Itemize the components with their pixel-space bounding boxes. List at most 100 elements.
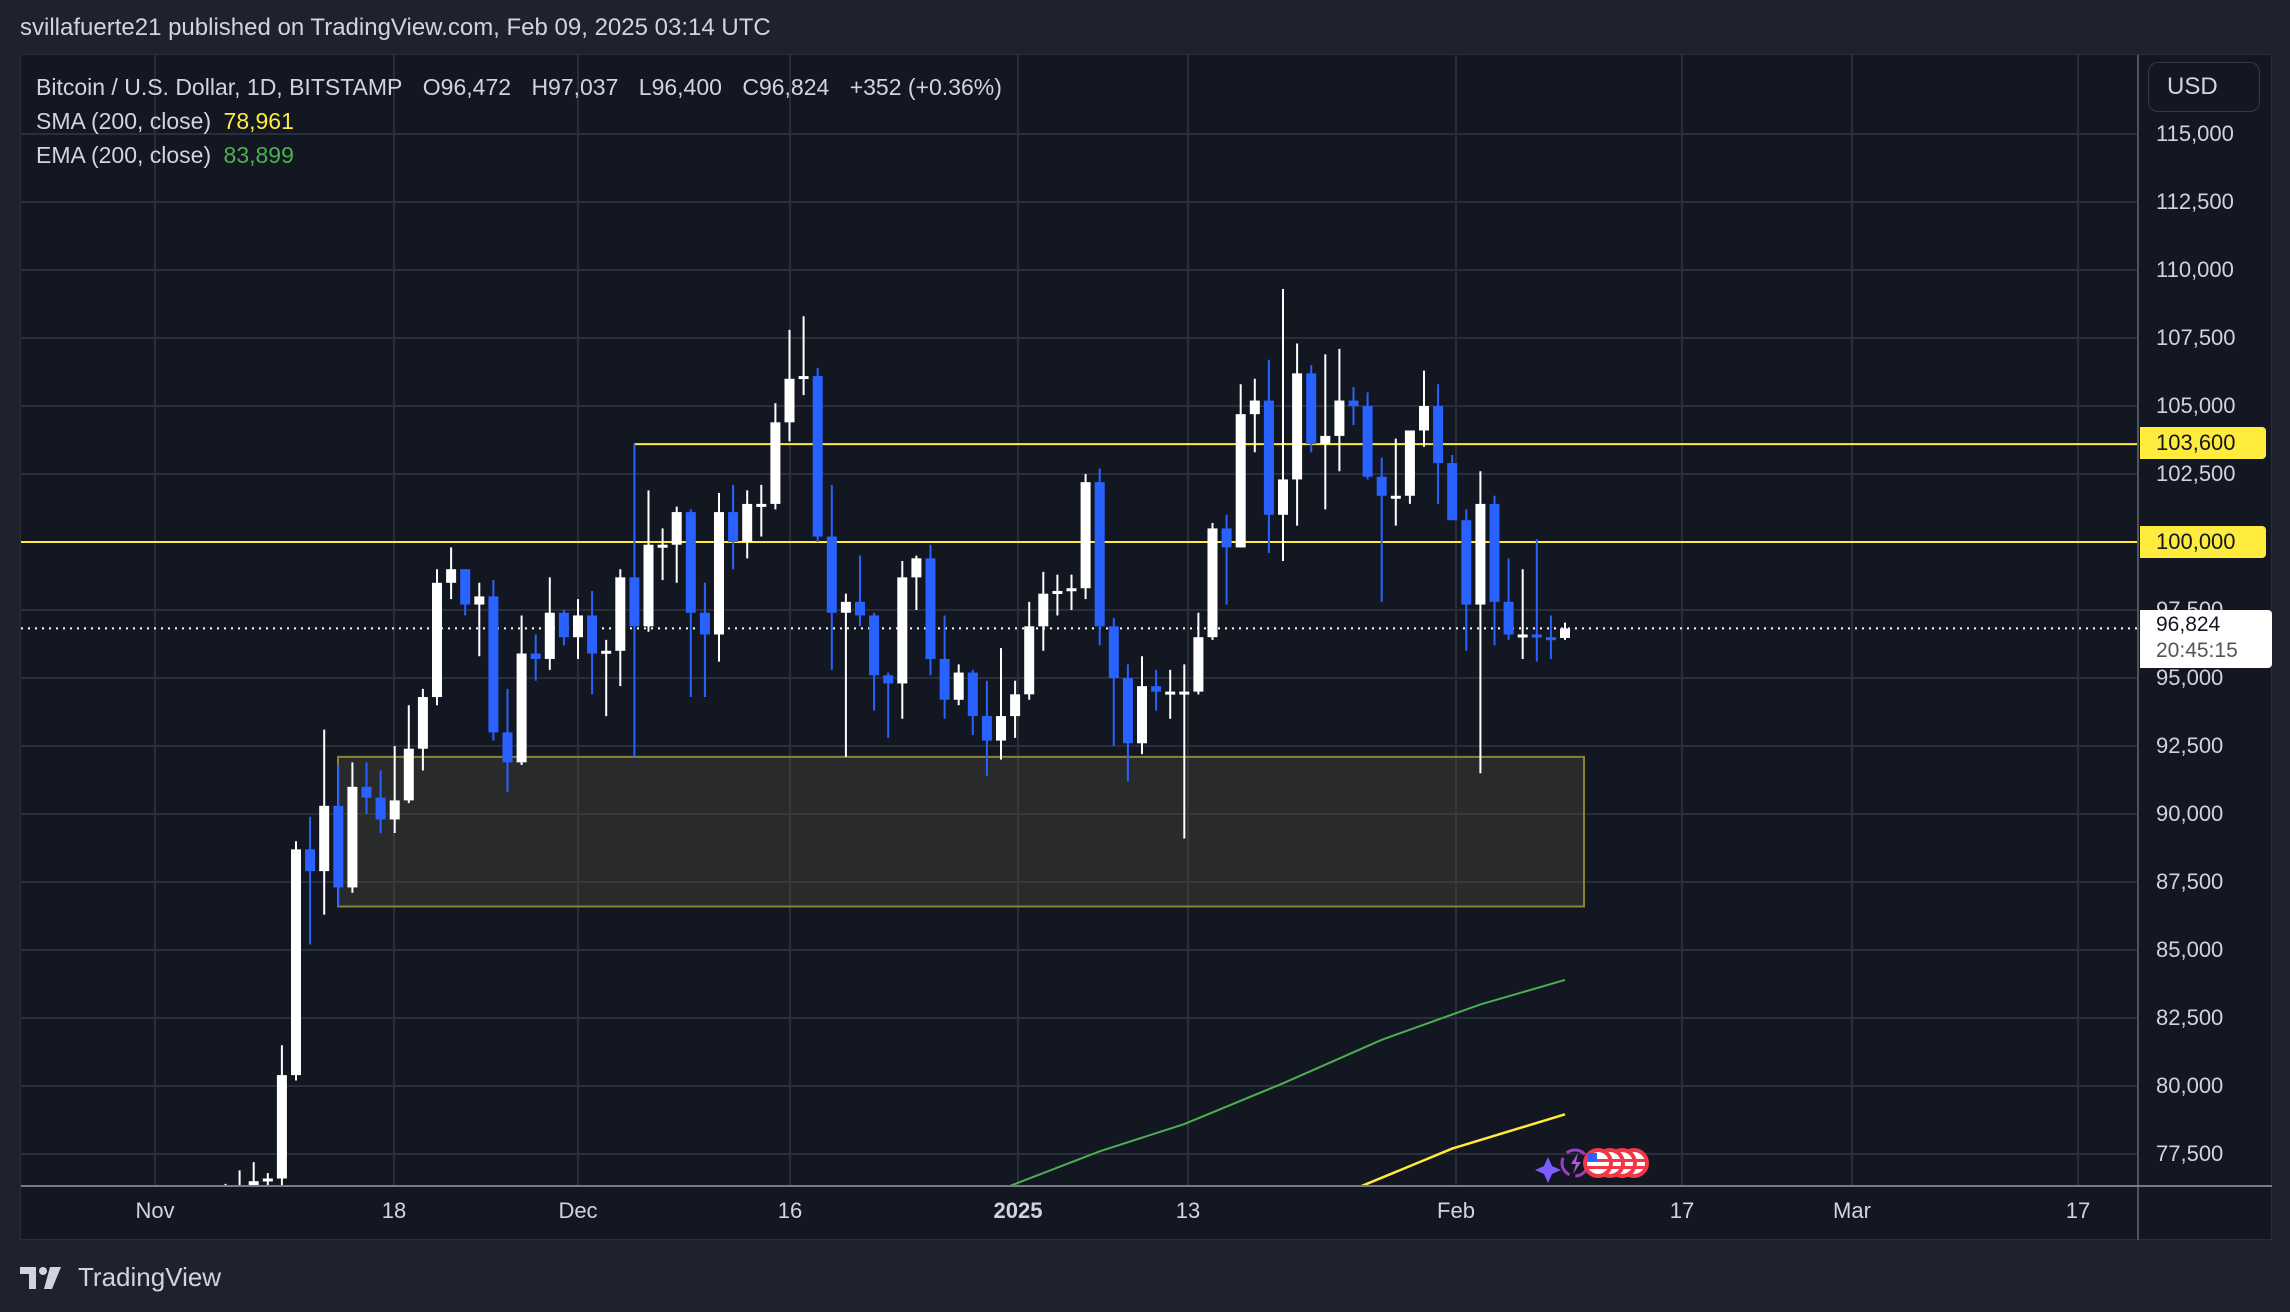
candle[interactable] [530,634,541,681]
candle[interactable] [855,555,865,627]
candle[interactable] [1348,386,1359,426]
candle[interactable] [1165,669,1176,719]
candle[interactable] [953,664,964,706]
economic-events[interactable] [1535,1148,1649,1183]
candle[interactable] [1334,348,1345,472]
candle[interactable] [558,610,569,646]
candle[interactable] [1475,471,1486,774]
candle[interactable] [1306,365,1317,453]
candle[interactable] [276,1045,287,1186]
candle[interactable] [403,705,414,804]
candle[interactable] [1193,612,1204,695]
candle[interactable] [1489,495,1500,646]
candle[interactable] [474,582,485,657]
candle[interactable] [1066,574,1077,610]
candle[interactable] [869,612,880,711]
candle[interactable] [1052,574,1063,616]
candle[interactable] [685,509,696,698]
currency-button[interactable]: USD [2148,62,2260,112]
candle[interactable] [375,770,386,834]
candle[interactable] [319,729,330,915]
candle[interactable] [897,561,908,719]
candle[interactable] [389,746,400,834]
candle[interactable] [798,316,809,396]
candle[interactable] [615,569,626,687]
candle[interactable] [587,590,598,695]
ema-row[interactable]: EMA (200, close) 83,899 [36,138,1016,172]
candle[interactable] [1235,384,1246,548]
candle[interactable] [1249,378,1260,453]
candle[interactable] [1094,468,1105,646]
candle[interactable] [1461,509,1472,651]
candle[interactable] [714,493,724,662]
candle[interactable] [1560,622,1570,640]
candle[interactable] [1390,438,1401,526]
candle[interactable] [1419,370,1429,447]
candle[interactable] [601,639,612,717]
candle[interactable] [347,762,358,893]
candle[interactable] [967,669,978,736]
candle[interactable] [248,1162,259,1206]
candle[interactable] [643,490,654,632]
candle[interactable] [446,547,457,600]
candle[interactable] [629,444,640,757]
candle[interactable] [1179,664,1190,839]
candle[interactable] [1545,615,1556,659]
candle[interactable] [1292,343,1303,526]
candle[interactable] [671,506,682,583]
candle[interactable] [1447,454,1458,521]
candle[interactable] [826,484,837,670]
candle[interactable] [728,484,739,570]
candle[interactable] [1207,522,1218,640]
candle[interactable] [502,688,513,793]
candle[interactable] [1108,618,1119,746]
candle[interactable] [981,680,992,776]
candle[interactable] [1404,430,1415,504]
candle[interactable] [756,484,767,537]
candle[interactable] [812,367,823,542]
candle[interactable] [544,577,555,670]
candle[interactable] [291,841,301,1081]
candle[interactable] [996,648,1006,760]
candle[interactable] [1122,664,1133,782]
candle[interactable] [1151,669,1162,711]
candle[interactable] [742,490,753,559]
candle[interactable] [770,403,781,510]
candle[interactable] [1362,392,1373,480]
candle[interactable] [488,580,499,741]
candle[interactable] [1024,601,1035,700]
candle[interactable] [1433,384,1444,504]
candle[interactable] [840,593,851,757]
candle[interactable] [1137,656,1147,755]
candle[interactable] [657,528,668,581]
candle[interactable] [1376,457,1387,602]
candle[interactable] [1531,539,1542,662]
candle[interactable] [1263,359,1274,553]
candle[interactable] [784,329,795,442]
candle[interactable] [516,615,527,766]
candle[interactable] [939,615,950,719]
candle[interactable] [883,672,894,738]
candle[interactable] [361,762,372,814]
candle[interactable] [573,599,583,659]
candle[interactable] [221,1183,231,1312]
tradingview-logo[interactable]: TradingView [20,1262,221,1293]
candle[interactable] [305,816,316,945]
candle[interactable] [460,569,471,616]
candle[interactable] [1320,354,1331,510]
candle[interactable] [1080,474,1091,600]
candle[interactable] [333,765,344,907]
candle[interactable] [1517,569,1528,659]
candle[interactable] [1010,680,1021,738]
candle[interactable] [699,582,710,698]
candle[interactable] [1038,571,1049,651]
candle[interactable] [432,569,442,706]
symbol-title[interactable]: Bitcoin / U.S. Dollar, 1D, BITSTAMP [36,74,403,100]
candle[interactable] [235,1170,245,1227]
candle[interactable] [1278,289,1288,562]
candle[interactable] [1503,558,1514,640]
candle[interactable] [1221,514,1232,605]
candle[interactable] [911,555,922,610]
sma-row[interactable]: SMA (200, close) 78,961 [36,104,1016,138]
